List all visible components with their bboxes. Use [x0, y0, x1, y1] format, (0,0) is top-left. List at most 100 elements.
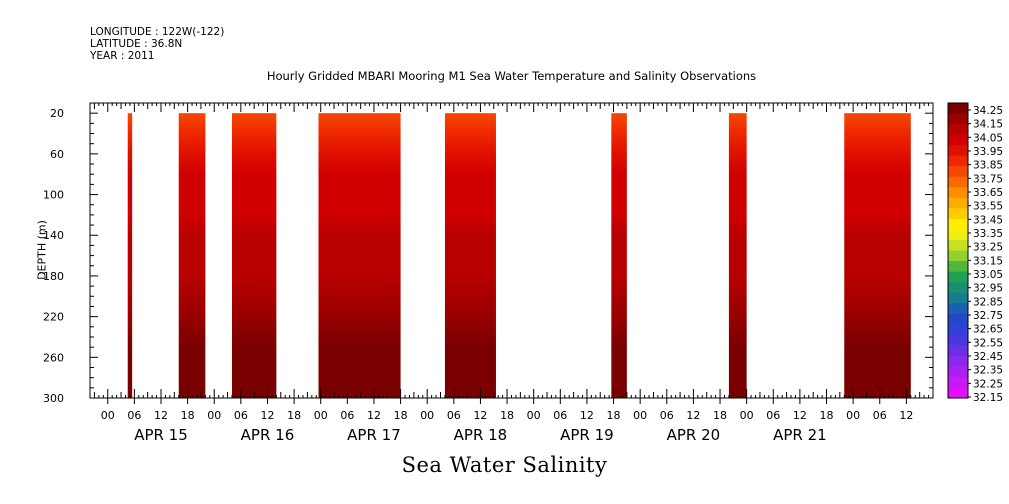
colorbar-label: 34.25: [973, 105, 1003, 117]
colorbar-label: 33.75: [973, 173, 1003, 185]
x-tick-label: 18: [820, 409, 834, 422]
day-label: APR 20: [667, 426, 721, 444]
y-tick-label: 180: [43, 270, 64, 283]
colorbar-label: 34.15: [973, 119, 1003, 131]
colorbar-swatch: [948, 103, 968, 115]
x-tick-label: 18: [287, 409, 301, 422]
colorbar-swatch: [948, 387, 968, 399]
data-block-1: [127, 113, 133, 398]
colorbar-frame: [947, 102, 969, 399]
x-axis: 00 06 12 18 00 06 12 18 00 06 12 18 00 06 12 18 00 06 12 18…: [93, 389, 934, 444]
footer-title: Sea Water Salinity: [401, 453, 608, 477]
colorbar-swatch: [948, 292, 968, 304]
colorbar-label: 33.55: [973, 201, 1003, 213]
x-tick-label: 18: [181, 409, 195, 422]
colorbar-label: 32.45: [973, 351, 1003, 363]
data-blocks: [127, 113, 911, 398]
x-tick-label: 12: [686, 409, 700, 422]
x-tick-label: 00: [527, 409, 541, 422]
colorbar-label: 32.55: [973, 337, 1003, 349]
x-tick-label: 12: [154, 409, 168, 422]
y-tick-label: 260: [43, 351, 64, 364]
data-block-7: [728, 113, 747, 398]
x-tick-label: 00: [314, 409, 328, 422]
colorbar-swatch: [948, 313, 968, 325]
x-tick-label: 00: [846, 409, 860, 422]
colorbar-swatch: [948, 250, 968, 262]
colorbar-swatch: [948, 271, 968, 283]
colorbar-swatch: [948, 303, 968, 315]
x-tick-label: 18: [500, 409, 514, 422]
x-tick-label: 00: [740, 409, 754, 422]
colorbar-label: 32.15: [973, 392, 1003, 404]
y-tick-label: 220: [43, 311, 64, 324]
x-tick-label: 06: [447, 409, 461, 422]
x-tick-label: 18: [713, 409, 727, 422]
y-axis: 20 60 100 140 180 220 260 300: [43, 102, 933, 405]
colorbar-label: 32.35: [973, 365, 1003, 377]
year-label: YEAR : 2011: [90, 50, 155, 62]
chart-title: Hourly Gridded MBARI Mooring M1 Sea Wate…: [266, 69, 757, 83]
data-block-8: [844, 113, 911, 398]
colorbar-swatch: [948, 218, 968, 230]
y-tick-label: 140: [43, 229, 64, 242]
x-tick-label: 06: [660, 409, 674, 422]
colorbar-swatch: [948, 145, 968, 157]
colorbar-swatch: [948, 124, 968, 136]
plot-frame: [89, 102, 934, 399]
colorbar-label: 33.45: [973, 214, 1003, 226]
latitude-label: LATITUDE : 36.8N: [90, 38, 183, 50]
x-tick-label: 00: [633, 409, 647, 422]
colorbar-label: 33.15: [973, 255, 1003, 267]
x-tick-label: 06: [234, 409, 248, 422]
data-block-6: [611, 113, 627, 398]
x-tick-label: 12: [367, 409, 381, 422]
colorbar-label: 33.35: [973, 228, 1003, 240]
colorbar-swatch: [948, 355, 968, 367]
x-tick-label: 12: [260, 409, 274, 422]
colorbar-label: 33.85: [973, 160, 1003, 172]
day-label: APR 15: [134, 426, 188, 444]
colorbar-swatch: [948, 166, 968, 178]
y-tick-label: 60: [50, 148, 64, 161]
colorbar-swatch: [948, 176, 968, 188]
x-tick-label: 12: [473, 409, 487, 422]
colorbar-swatch: [948, 113, 968, 125]
colorbar-label: 33.25: [973, 242, 1003, 254]
colorbar-swatch: [948, 261, 968, 273]
x-tick-label: 06: [553, 409, 567, 422]
colorbar-swatch: [948, 239, 968, 251]
data-block-4: [318, 113, 401, 398]
colorbar-swatch: [948, 197, 968, 209]
colorbar-label: 32.85: [973, 296, 1003, 308]
x-tick-label: 00: [101, 409, 115, 422]
colorbar-swatch: [948, 134, 968, 146]
x-tick-label: 06: [873, 409, 887, 422]
x-tick-label: 06: [340, 409, 354, 422]
x-tick-label: 06: [127, 409, 141, 422]
colorbar-swatch: [948, 187, 968, 199]
colorbar-label: 32.95: [973, 283, 1003, 295]
x-tick-label: 18: [394, 409, 408, 422]
colorbar-swatch: [948, 229, 968, 241]
colorbar-label: 33.95: [973, 146, 1003, 158]
colorbar-label: 32.75: [973, 310, 1003, 322]
x-tick-label: 06: [766, 409, 780, 422]
top-axis-ticks: [93, 103, 934, 112]
x-tick-label: 12: [899, 409, 913, 422]
colorbar-swatch: [948, 345, 968, 357]
x-tick-label: 00: [420, 409, 434, 422]
x-tick-label: 12: [580, 409, 594, 422]
colorbar-swatch: [948, 366, 968, 378]
colorbar-label: 33.05: [973, 269, 1003, 281]
colorbar-label: 32.65: [973, 324, 1003, 336]
colorbar-swatch: [948, 208, 968, 220]
y-tick-label: 100: [43, 189, 64, 202]
colorbar-label: 34.05: [973, 132, 1003, 144]
day-label: APR 19: [560, 426, 614, 444]
data-block-2: [178, 113, 206, 398]
day-label: APR 21: [773, 426, 827, 444]
day-label: APR 18: [454, 426, 508, 444]
